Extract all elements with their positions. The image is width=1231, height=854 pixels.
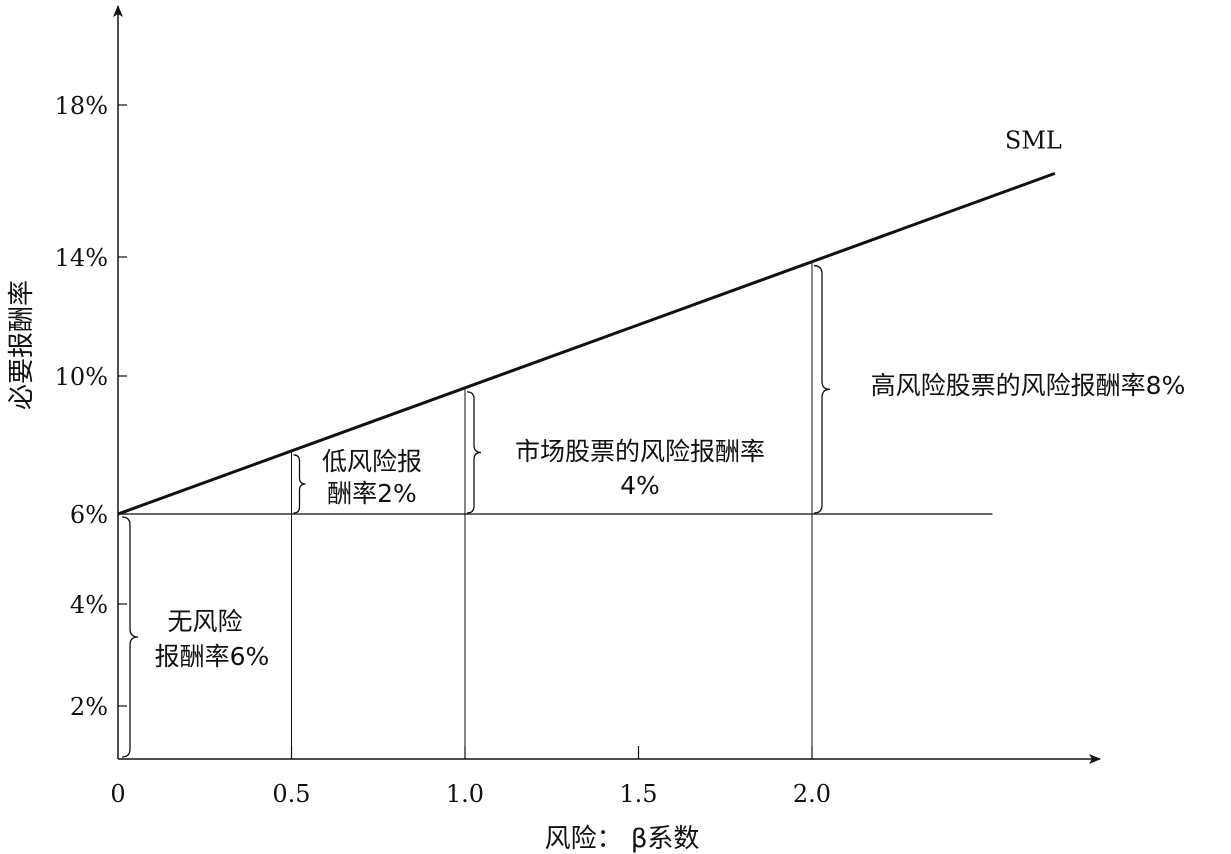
y-tick-label-2: 6% xyxy=(70,501,108,529)
sml-line xyxy=(117,171,1056,516)
brace-high-risk xyxy=(813,265,831,514)
annotation-risk-free-line2: 报酬率6% xyxy=(155,642,270,671)
brace-market xyxy=(466,391,482,514)
x-tick-label-3: 1.5 xyxy=(619,780,657,808)
y-tick-label-0: 2% xyxy=(70,693,108,721)
annotation-low-risk-line2: 酬率2% xyxy=(327,479,417,508)
annotation-low-risk-line1: 低风险报 xyxy=(322,447,422,476)
x-tick-label-2: 1.0 xyxy=(446,780,484,808)
annotation-market-line1: 市场股票的风险报酬率 xyxy=(515,437,765,466)
brace-low-risk xyxy=(293,454,306,514)
y-tick-label-1: 4% xyxy=(70,591,108,619)
annotation-risk-free-line1: 无风险 xyxy=(167,607,242,636)
x-tick-label-0: 0 xyxy=(110,780,125,808)
brace-risk-free xyxy=(121,516,139,758)
y-axis-title: 必要报酬率 xyxy=(7,280,37,410)
x-tick-label-1: 0.5 xyxy=(272,780,310,808)
annotation-market-line2: 4% xyxy=(620,471,660,500)
y-tick-label-4: 14% xyxy=(55,244,108,272)
x-axis-title: 风险： β系数 xyxy=(545,824,700,854)
annotation-high-risk-line1: 高风险股票的风险报酬率8% xyxy=(871,371,1186,400)
sml-label: SML xyxy=(1005,126,1062,154)
y-tick-label-3: 10% xyxy=(55,363,108,391)
x-tick-label-4: 2.0 xyxy=(793,780,831,808)
x-ticks: 0 0.5 1.0 1.5 2.0 xyxy=(110,746,831,808)
y-tick-label-5: 18% xyxy=(55,92,108,120)
y-ticks: 2% 4% 6% 10% 14% 18% xyxy=(55,92,127,721)
